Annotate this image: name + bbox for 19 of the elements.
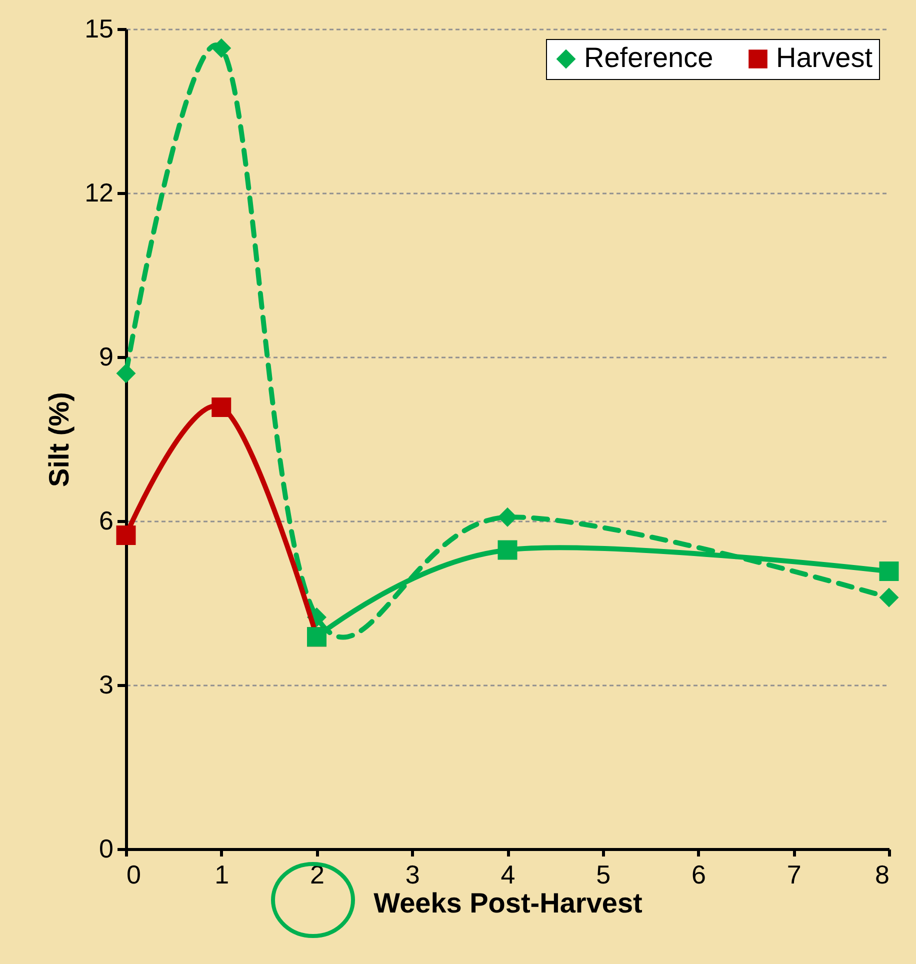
x-tick-label: 3 <box>405 860 420 890</box>
x-tick-label: 6 <box>692 860 706 890</box>
y-tick-label: 12 <box>84 178 114 208</box>
x-tick-label: 1 <box>214 860 230 890</box>
y-tick-label: 3 <box>99 670 114 700</box>
y-tick-label: 15 <box>84 14 114 44</box>
y-tick-label: 0 <box>99 834 114 864</box>
y-tick-label: 9 <box>99 342 114 372</box>
x-tick-label: 4 <box>500 860 516 890</box>
y-tick-label: 6 <box>99 506 114 536</box>
x-tick-label: 7 <box>786 860 802 890</box>
legend-label: Harvest <box>776 42 873 73</box>
x-tick-label: 8 <box>875 860 890 890</box>
x-tick-label: 2 <box>310 860 324 890</box>
y-axis-title: Silt (%) <box>44 392 75 487</box>
x-tick-label: 0 <box>126 860 141 890</box>
x-axis-title: Weeks Post-Harvest <box>374 888 642 918</box>
legend-label: Reference <box>584 42 714 73</box>
x-tick-label: 5 <box>596 860 611 890</box>
